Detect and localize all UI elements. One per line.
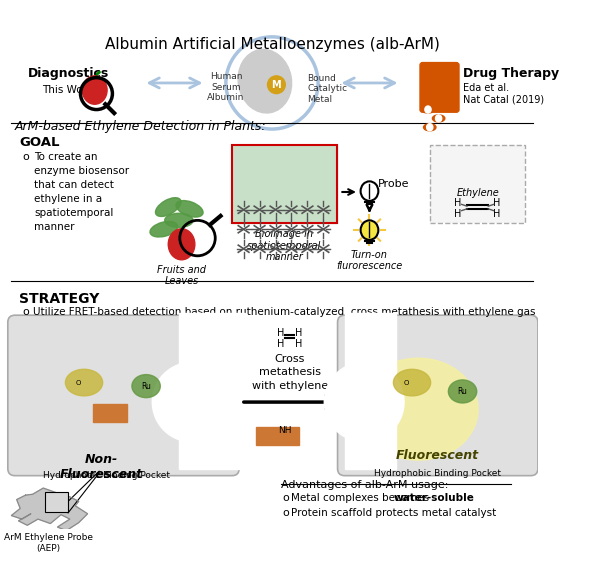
Text: Ru: Ru bbox=[141, 382, 151, 391]
Text: NH: NH bbox=[278, 426, 292, 435]
Text: Turn-on
flurorescence: Turn-on flurorescence bbox=[337, 250, 403, 271]
Bar bbox=[256, 427, 299, 445]
Text: ArM Ethylene Probe
(AEP): ArM Ethylene Probe (AEP) bbox=[4, 533, 93, 553]
Text: Cross
metathesis
with ethylene: Cross metathesis with ethylene bbox=[251, 354, 328, 391]
Ellipse shape bbox=[433, 115, 445, 122]
Ellipse shape bbox=[425, 106, 431, 113]
Ellipse shape bbox=[132, 375, 160, 398]
Text: Advantages of alb-ArM usage:: Advantages of alb-ArM usage: bbox=[281, 480, 448, 490]
Text: Drug Therapy: Drug Therapy bbox=[463, 67, 559, 80]
Text: To create an
enzyme biosensor
that can detect
ethylene in a
spatiotemporal
manne: To create an enzyme biosensor that can d… bbox=[34, 152, 130, 232]
Ellipse shape bbox=[176, 201, 203, 217]
Text: Bound
Catalytic
Metal: Bound Catalytic Metal bbox=[307, 74, 347, 104]
Ellipse shape bbox=[422, 106, 434, 113]
Text: O: O bbox=[404, 379, 409, 386]
Text: o: o bbox=[22, 152, 29, 162]
Text: H: H bbox=[277, 328, 284, 338]
Ellipse shape bbox=[361, 182, 379, 201]
Polygon shape bbox=[11, 488, 88, 531]
Ellipse shape bbox=[65, 369, 103, 396]
Text: H: H bbox=[295, 328, 302, 338]
Text: STRATEGY: STRATEGY bbox=[19, 292, 100, 306]
Circle shape bbox=[324, 362, 404, 442]
Text: H: H bbox=[454, 198, 462, 207]
Text: Fruits and
Leaves: Fruits and Leaves bbox=[157, 265, 206, 286]
Text: Ethylene: Ethylene bbox=[456, 187, 499, 198]
Ellipse shape bbox=[427, 124, 433, 131]
Bar bbox=[45, 493, 68, 512]
Text: Bioimage in
spatiotemporal
manner: Bioimage in spatiotemporal manner bbox=[247, 229, 322, 262]
Text: o: o bbox=[283, 493, 289, 504]
Bar bbox=[179, 313, 245, 469]
Ellipse shape bbox=[424, 124, 436, 131]
Text: ArM-based Ethylene Detection in Plants:: ArM-based Ethylene Detection in Plants: bbox=[15, 120, 266, 133]
Text: Utilize FRET-based detection based on ruthenium-catalyzed, cross metathesis with: Utilize FRET-based detection based on ru… bbox=[32, 307, 535, 317]
Ellipse shape bbox=[394, 369, 431, 396]
FancyBboxPatch shape bbox=[232, 145, 337, 223]
Ellipse shape bbox=[155, 198, 181, 217]
Ellipse shape bbox=[238, 49, 292, 113]
FancyArrowPatch shape bbox=[97, 72, 100, 74]
Text: Hydrophobic Binding Pocket: Hydrophobic Binding Pocket bbox=[374, 469, 501, 477]
FancyBboxPatch shape bbox=[8, 315, 239, 476]
Bar bbox=[93, 404, 127, 422]
Bar bbox=[232, 145, 337, 223]
Ellipse shape bbox=[150, 221, 178, 237]
Ellipse shape bbox=[82, 76, 107, 104]
Text: H: H bbox=[295, 339, 302, 348]
Text: H: H bbox=[493, 198, 501, 207]
Ellipse shape bbox=[165, 213, 193, 227]
Text: Hydrophobic Binding Pocket: Hydrophobic Binding Pocket bbox=[43, 471, 170, 480]
Circle shape bbox=[268, 76, 285, 93]
Ellipse shape bbox=[448, 380, 477, 403]
Text: Eda et al.
Nat Catal (2019): Eda et al. Nat Catal (2019) bbox=[463, 83, 544, 104]
Text: Probe: Probe bbox=[379, 179, 410, 189]
Text: water-soluble: water-soluble bbox=[394, 493, 474, 504]
Text: O: O bbox=[76, 379, 82, 386]
Text: Protein scaffold protects metal catalyst: Protein scaffold protects metal catalyst bbox=[292, 508, 497, 519]
Text: Albumin Artificial Metalloenzymes (alb-ArM): Albumin Artificial Metalloenzymes (alb-A… bbox=[104, 37, 439, 52]
Text: Diagnostics: Diagnostics bbox=[28, 67, 109, 80]
Ellipse shape bbox=[168, 229, 195, 260]
Text: Non-
Fluorescent: Non- Fluorescent bbox=[60, 453, 143, 481]
Text: H: H bbox=[493, 209, 501, 219]
FancyBboxPatch shape bbox=[420, 62, 459, 112]
Text: Metal complexes becomes: Metal complexes becomes bbox=[292, 493, 433, 504]
Text: H: H bbox=[454, 209, 462, 219]
Text: Ru: Ru bbox=[458, 387, 467, 396]
Text: o: o bbox=[22, 307, 29, 317]
Text: o: o bbox=[283, 508, 289, 519]
Bar bbox=[430, 145, 526, 223]
Bar bbox=[344, 313, 396, 469]
Text: This Work: This Work bbox=[43, 85, 94, 95]
Ellipse shape bbox=[361, 221, 379, 240]
Text: Human
Serum
Albumin: Human Serum Albumin bbox=[207, 72, 245, 102]
Ellipse shape bbox=[358, 358, 478, 460]
Text: GOAL: GOAL bbox=[19, 136, 60, 149]
Text: M: M bbox=[272, 80, 281, 90]
Ellipse shape bbox=[436, 115, 442, 122]
Text: H: H bbox=[277, 339, 284, 348]
Circle shape bbox=[152, 362, 232, 442]
FancyBboxPatch shape bbox=[338, 315, 538, 476]
Bar bbox=[430, 145, 526, 223]
Text: Fluorescent: Fluorescent bbox=[396, 449, 479, 462]
